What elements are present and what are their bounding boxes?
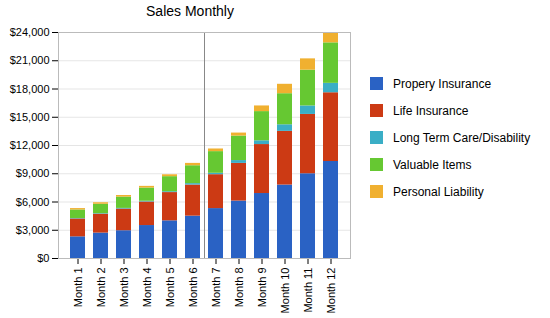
html-text:Long Term Care/Disability: Long Term Care/Disability — [393, 130, 531, 145]
svg-text:Month 5: Month 5 — [164, 268, 176, 308]
svg-text:Month 10: Month 10 — [279, 268, 291, 314]
html-text:Life Insurance: Life Insurance — [393, 103, 469, 118]
svg-text:Month 8: Month 8 — [233, 268, 245, 308]
svg-text:Month 2: Month 2 — [95, 268, 107, 308]
svg-text:Month 6: Month 6 — [187, 268, 199, 308]
svg-text:$21,000: $21,000 — [10, 54, 50, 66]
svg-text:$18,000: $18,000 — [10, 83, 50, 95]
svg-text:$9,000: $9,000 — [16, 167, 50, 179]
svg-text:Month 3: Month 3 — [118, 268, 130, 308]
svg-text:$3,000: $3,000 — [16, 224, 50, 236]
html-text:Propery Insurance: Propery Insurance — [393, 76, 492, 91]
svg-text:Month 11: Month 11 — [302, 268, 314, 313]
svg-text:$15,000: $15,000 — [10, 111, 50, 123]
svg-text:$6,000: $6,000 — [16, 196, 50, 208]
svg-text:Month 7: Month 7 — [210, 268, 222, 308]
svg-text:$24,000: $24,000 — [10, 26, 50, 38]
svg-text:$12,000: $12,000 — [10, 139, 50, 151]
html-text:Personal Liability: Personal Liability — [393, 184, 484, 199]
html-text:Sales Monthly: Sales Monthly — [146, 3, 234, 19]
svg-text:Month 4: Month 4 — [141, 268, 153, 308]
html-text:Valuable Items: Valuable Items — [393, 157, 472, 172]
svg-text:Month 9: Month 9 — [256, 268, 268, 308]
svg-text:Month 1: Month 1 — [72, 268, 84, 308]
svg-text:$0: $0 — [37, 252, 49, 264]
svg-text:Month 12: Month 12 — [325, 268, 337, 314]
